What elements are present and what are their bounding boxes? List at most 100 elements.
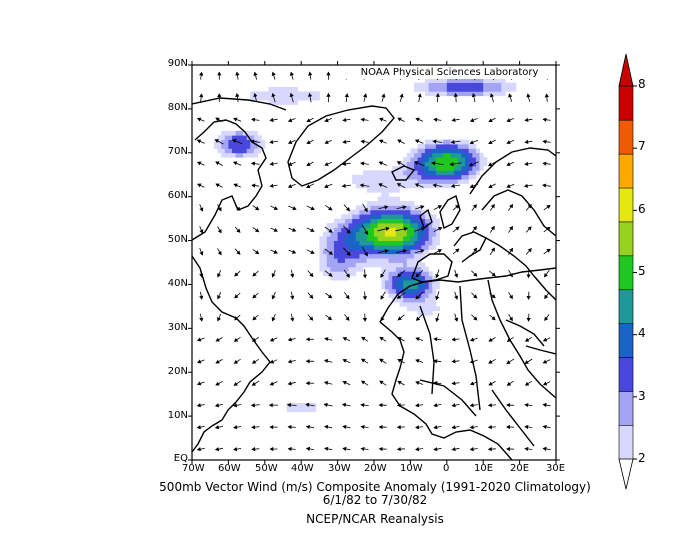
wind-vector-head bbox=[451, 447, 456, 452]
anomaly-cell bbox=[341, 253, 346, 259]
anomaly-cell bbox=[403, 297, 408, 303]
anomaly-cell bbox=[446, 170, 451, 176]
anomaly-cell bbox=[355, 253, 360, 259]
anomaly-cell bbox=[468, 91, 473, 97]
colorbar-segment bbox=[618, 390, 634, 426]
wind-vector-head bbox=[250, 403, 255, 408]
anomaly-cell bbox=[512, 86, 517, 92]
anomaly-cell bbox=[414, 262, 419, 268]
wind-vector-head bbox=[342, 424, 347, 430]
anomaly-cell bbox=[366, 174, 371, 180]
anomaly-cell bbox=[428, 157, 433, 162]
wind-vector-head bbox=[305, 359, 310, 364]
wind-vector-head bbox=[432, 183, 437, 188]
anomaly-cell bbox=[421, 179, 426, 184]
anomaly-cell bbox=[348, 271, 353, 277]
anomaly-cell bbox=[501, 91, 506, 97]
anomaly-cell bbox=[457, 152, 462, 158]
lon-label: 10W bbox=[400, 463, 423, 474]
anomaly-cell bbox=[505, 86, 510, 92]
wind-vector-head bbox=[542, 139, 547, 144]
anomaly-cell bbox=[475, 152, 480, 158]
anomaly-cell bbox=[326, 223, 331, 228]
wind-vector-head bbox=[380, 316, 385, 322]
anomaly-cell bbox=[239, 135, 244, 141]
wind-vector-head bbox=[235, 71, 240, 76]
wind-vector-head bbox=[305, 337, 310, 342]
anomaly-cell bbox=[319, 249, 324, 255]
anomaly-cell bbox=[374, 236, 379, 241]
anomaly-cell bbox=[410, 266, 415, 272]
anomaly-cell bbox=[465, 174, 470, 180]
coastlines bbox=[192, 97, 556, 460]
anomaly-cell bbox=[424, 236, 429, 241]
wind-vector-head bbox=[305, 402, 310, 408]
lon-label: 10E bbox=[474, 463, 494, 474]
anomaly-cell bbox=[410, 231, 415, 237]
anomaly-cell bbox=[443, 82, 448, 88]
anomaly-cell bbox=[337, 258, 342, 263]
anomaly-cell bbox=[359, 205, 364, 211]
anomaly-cell bbox=[348, 258, 353, 263]
anomaly-cell bbox=[355, 266, 360, 272]
wind-vector-head bbox=[524, 446, 529, 452]
anomaly-cell bbox=[486, 78, 491, 83]
anomaly-cell bbox=[352, 231, 357, 237]
wind-vector-head bbox=[251, 359, 257, 364]
anomaly-cell bbox=[432, 297, 437, 303]
anomaly-cell bbox=[399, 231, 404, 237]
anomaly-cell bbox=[352, 227, 357, 233]
wind-vector-head bbox=[269, 425, 274, 430]
anomaly-cell bbox=[421, 249, 426, 255]
wind-vector-head bbox=[236, 228, 241, 233]
anomaly-cell bbox=[257, 91, 262, 97]
anomaly-cell bbox=[417, 244, 422, 250]
anomaly-cell bbox=[381, 240, 386, 246]
anomaly-cell bbox=[352, 179, 357, 184]
anomaly-cell bbox=[468, 170, 473, 176]
anomaly-cell bbox=[232, 135, 237, 141]
wind-vector-head bbox=[526, 274, 531, 279]
wind-vector-head bbox=[397, 117, 402, 122]
anomaly-cell bbox=[355, 236, 360, 241]
anomaly-cell bbox=[399, 280, 404, 285]
wind-vector-head bbox=[379, 117, 384, 122]
anomaly-cell bbox=[366, 223, 371, 228]
anomaly-cell bbox=[392, 179, 397, 184]
anomaly-cell bbox=[366, 209, 371, 215]
anomaly-cell bbox=[348, 214, 353, 220]
anomaly-cell bbox=[424, 161, 429, 167]
anomaly-cell bbox=[235, 135, 240, 141]
anomaly-cell bbox=[384, 244, 389, 250]
anomaly-cell bbox=[435, 86, 440, 92]
wind-vector-head bbox=[289, 92, 294, 98]
wind-vector-head bbox=[506, 118, 511, 123]
lon-label: 30E bbox=[546, 463, 566, 474]
anomaly-cell bbox=[479, 157, 484, 162]
anomaly-cell bbox=[403, 170, 408, 176]
anomaly-cell bbox=[399, 275, 404, 281]
anomaly-cell bbox=[432, 218, 437, 224]
anomaly-cell bbox=[392, 201, 397, 206]
anomaly-cell bbox=[395, 258, 400, 263]
wind-vector-head bbox=[233, 117, 238, 122]
wind-vector-head bbox=[287, 162, 293, 166]
wind-vector-head bbox=[271, 71, 276, 76]
anomaly-cell bbox=[333, 275, 338, 281]
anomaly-cell bbox=[417, 310, 422, 316]
anomaly-cell bbox=[363, 253, 368, 259]
colorbar-tick-label: 7 bbox=[638, 139, 646, 153]
anomaly-cell bbox=[366, 262, 371, 268]
anomaly-cell bbox=[406, 231, 411, 237]
anomaly-cell bbox=[432, 302, 437, 307]
wind-vector-head bbox=[199, 229, 204, 234]
anomaly-cell bbox=[388, 244, 393, 250]
anomaly-cell bbox=[359, 223, 364, 228]
anomaly-cell bbox=[388, 293, 393, 299]
wind-vector-head bbox=[342, 117, 347, 122]
anomaly-cell bbox=[454, 170, 459, 176]
anomaly-cell bbox=[414, 209, 419, 215]
wind-vector-head bbox=[451, 381, 456, 386]
anomaly-cell bbox=[323, 249, 328, 255]
anomaly-cell bbox=[392, 223, 397, 228]
